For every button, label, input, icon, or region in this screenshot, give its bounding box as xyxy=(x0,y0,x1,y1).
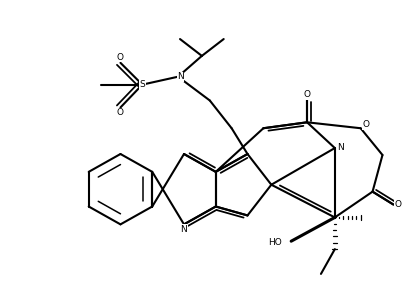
Text: O: O xyxy=(363,120,370,129)
Text: O: O xyxy=(303,91,311,99)
Text: O: O xyxy=(116,108,123,117)
Text: N: N xyxy=(177,72,184,81)
Text: N: N xyxy=(337,143,344,152)
Text: S: S xyxy=(139,80,145,89)
Text: O: O xyxy=(116,53,123,62)
Text: HO: HO xyxy=(269,238,282,247)
Text: O: O xyxy=(395,200,402,209)
Text: N: N xyxy=(181,225,187,234)
